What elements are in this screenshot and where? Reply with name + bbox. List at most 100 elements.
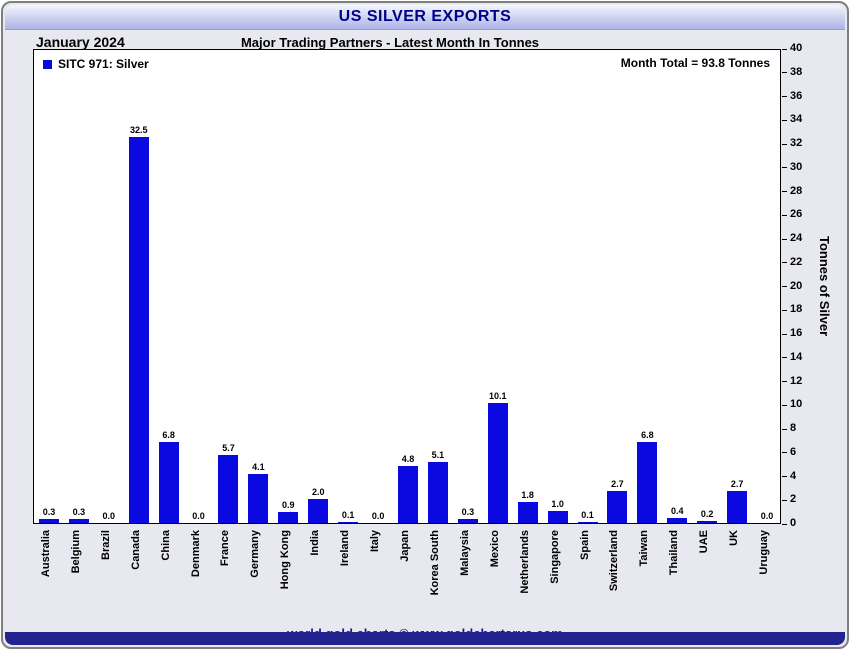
y-tick-mark	[782, 452, 787, 454]
bar-value-label: 0.1	[341, 510, 355, 520]
x-tick-label: China	[159, 530, 172, 561]
bar-value-label: 0.3	[461, 507, 475, 517]
bar-value-label: 4.1	[252, 462, 265, 472]
x-tick-label: Spain	[578, 530, 591, 560]
y-tick-mark	[782, 476, 787, 477]
bar-germany	[248, 474, 269, 523]
bar-value-label: 0.2	[700, 509, 714, 519]
bar-value-label: 0.0	[102, 511, 116, 521]
month-total-annotation: Month Total = 93.8 Tonnes	[620, 56, 770, 70]
bar-value-label: 0.0	[192, 511, 205, 521]
bar-value-label: 2.0	[311, 487, 325, 497]
bar-malaysia	[457, 519, 478, 523]
bar-value-label: 1.0	[551, 499, 564, 509]
x-tick-label: Switzerland	[608, 530, 621, 592]
bar-australia	[38, 519, 59, 523]
bar-value-label: 0.4	[671, 506, 684, 516]
bar-switzerland	[607, 491, 628, 523]
bar-ireland	[338, 522, 359, 523]
bar-value-label: 4.8	[401, 454, 415, 464]
bar-uk	[727, 491, 748, 523]
bar-china	[158, 442, 179, 523]
x-tick-label: Hong Kong	[279, 530, 292, 590]
bar-value-label: 32.5	[129, 125, 148, 135]
legend-swatch-icon	[43, 59, 52, 69]
bar-value-label: 0.3	[72, 507, 86, 517]
y-tick-label: 36	[790, 89, 803, 102]
y-tick-mark	[782, 286, 787, 287]
bar-india	[308, 499, 329, 523]
y-tick-label: 22	[790, 255, 803, 268]
y-tick-label: 6	[790, 445, 797, 458]
y-tick-mark	[782, 357, 787, 359]
y-axis-label: Tonnes of Silver	[817, 236, 832, 337]
y-tick-mark	[782, 167, 787, 169]
x-tick-label: Belgium	[69, 530, 82, 574]
x-tick-label: Brazil	[99, 530, 112, 560]
y-tick-label: 4	[790, 469, 797, 482]
chart-title: US SILVER EXPORTS	[338, 8, 512, 25]
y-tick-mark	[782, 119, 787, 121]
y-tick-label: 10	[790, 398, 803, 411]
bar-value-label: 0.1	[581, 510, 594, 520]
bar-france	[218, 455, 239, 523]
y-tick-label: 32	[790, 137, 803, 149]
x-tick-label: UK	[728, 530, 741, 546]
y-tick-mark	[782, 143, 787, 145]
x-tick-label: Mexico	[488, 530, 501, 568]
bar-value-label: 0.0	[371, 511, 385, 521]
y-tick-label: 2	[790, 493, 797, 506]
x-tick-label: Denmark	[189, 530, 202, 578]
x-tick-label: Singapore	[548, 530, 561, 584]
y-tick-label: 14	[790, 350, 803, 363]
bar-value-label: 6.8	[641, 430, 654, 440]
bar-belgium	[68, 519, 89, 523]
bottom-bar	[5, 632, 845, 645]
y-tick-label: 20	[790, 279, 803, 292]
y-tick-mark	[782, 262, 787, 264]
y-tick-label: 18	[790, 303, 803, 316]
x-tick-label: Japan	[399, 530, 411, 562]
bars-container: 0.3 0.3 0.0 32.5 6.8 0.0 5.7 4.1 0.9 2.0 0.1 0.0 4.8…	[34, 50, 780, 523]
bar-mexico	[487, 403, 508, 523]
y-tick-mark	[782, 523, 787, 525]
legend: SITC 971: Silver	[43, 57, 149, 71]
y-tick-mark	[782, 48, 787, 50]
bar-value-label: 5.1	[431, 450, 445, 460]
y-tick-label: 28	[790, 184, 803, 197]
y-tick-mark	[782, 96, 787, 97]
bar-korea-south	[427, 462, 448, 523]
bar-value-label: 1.8	[521, 490, 534, 500]
y-tick-mark	[782, 404, 787, 406]
bar-value-label: 2.7	[730, 479, 744, 489]
y-tick-mark	[782, 214, 787, 216]
bar-uae	[697, 521, 718, 523]
bar-netherlands	[517, 502, 538, 523]
y-tick-mark	[782, 191, 787, 192]
x-tick-label: Canada	[129, 530, 142, 570]
y-tick-label: 26	[790, 208, 803, 221]
y-tick-label: 34	[790, 113, 803, 126]
x-tick-label: UAE	[698, 530, 711, 554]
bar-value-label: 2.7	[611, 479, 624, 489]
bar-value-label: 5.7	[222, 443, 235, 453]
x-tick-label: France	[219, 530, 232, 567]
plot-area: 0.3 0.3 0.0 32.5 6.8 0.0 5.7 4.1 0.9 2.0 0.1 0.0 4.8…	[33, 49, 781, 524]
bar-thailand	[667, 518, 688, 523]
bar-value-label: 6.8	[162, 430, 175, 440]
y-tick-label: 0	[790, 517, 797, 529]
date-label: January 2024	[36, 34, 125, 50]
x-tick-label: Malaysia	[458, 530, 471, 576]
y-tick-mark	[782, 333, 787, 335]
y-tick-label: 16	[790, 327, 803, 339]
x-tick-label: Italy	[369, 530, 382, 553]
x-tick-label: India	[309, 530, 322, 556]
x-tick-label: Netherlands	[518, 530, 531, 594]
y-tick-label: 12	[790, 374, 803, 387]
x-tick-label: Taiwan	[638, 530, 651, 567]
bar-value-label: 10.1	[488, 391, 507, 401]
bar-japan	[398, 466, 418, 523]
bar-canada	[128, 137, 149, 523]
bar-singapore	[547, 511, 568, 523]
